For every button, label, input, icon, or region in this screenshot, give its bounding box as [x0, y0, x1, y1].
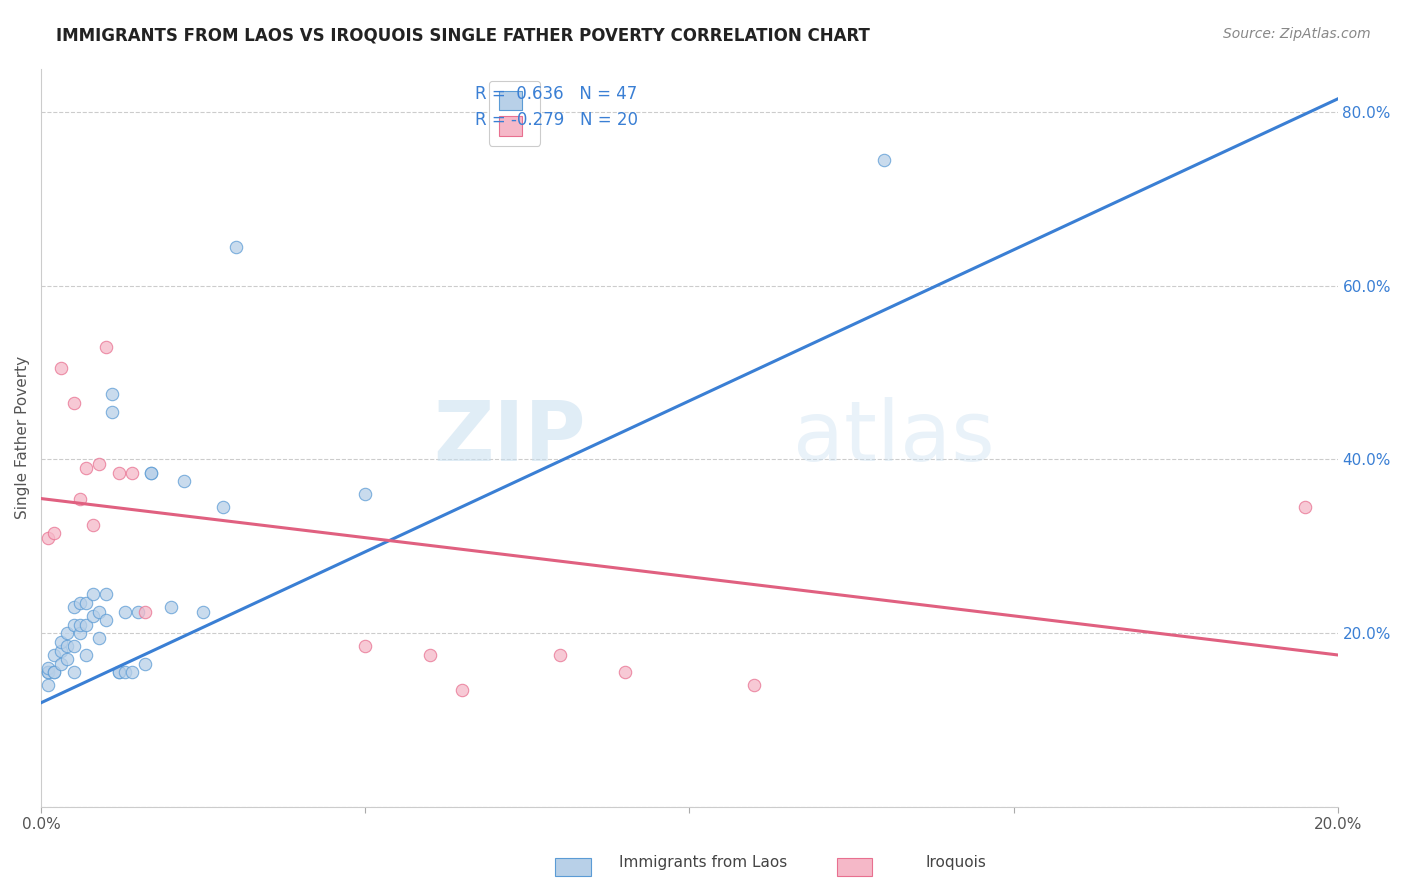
Point — [89, 605, 111, 619]
Point — [37, 665, 59, 680]
Point — [82, 517, 104, 532]
Point — [62, 396, 84, 410]
Point — [62, 665, 84, 680]
Point — [108, 665, 131, 680]
Point — [49, 643, 72, 657]
Point — [89, 457, 111, 471]
Point — [37, 531, 59, 545]
Point — [114, 665, 136, 680]
Point — [42, 526, 65, 541]
Point — [76, 648, 98, 662]
Point — [76, 617, 98, 632]
Point — [873, 153, 896, 167]
Point — [101, 405, 124, 419]
Point — [49, 657, 72, 671]
Point — [76, 596, 98, 610]
Point — [159, 600, 181, 615]
Point — [42, 648, 65, 662]
Point — [141, 466, 163, 480]
Point — [613, 665, 636, 680]
Point — [108, 665, 131, 680]
Point — [141, 466, 163, 480]
Point — [62, 617, 84, 632]
Point — [56, 640, 79, 654]
Point — [62, 640, 84, 654]
Point — [56, 626, 79, 640]
Text: R = -0.279   N = 20: R = -0.279 N = 20 — [475, 112, 638, 129]
Text: R =  0.636   N = 47: R = 0.636 N = 47 — [475, 86, 638, 103]
Text: Iroquois: Iroquois — [925, 855, 987, 870]
Point — [69, 626, 91, 640]
Point — [94, 587, 117, 601]
Point — [127, 605, 149, 619]
Point — [76, 461, 98, 475]
Point — [419, 648, 441, 662]
Point — [94, 339, 117, 353]
Point — [225, 239, 247, 253]
Point — [94, 613, 117, 627]
Point — [37, 665, 59, 680]
Point — [82, 608, 104, 623]
Point — [1294, 500, 1316, 515]
Point — [134, 657, 156, 671]
Point — [742, 678, 765, 692]
Point — [69, 596, 91, 610]
Point — [121, 466, 143, 480]
Point — [173, 474, 195, 488]
Point — [193, 605, 215, 619]
Point — [37, 661, 59, 675]
Point — [101, 387, 124, 401]
Point — [354, 640, 377, 654]
Point — [548, 648, 571, 662]
Y-axis label: Single Father Poverty: Single Father Poverty — [15, 356, 30, 519]
Point — [108, 466, 131, 480]
Point — [89, 631, 111, 645]
Point — [82, 587, 104, 601]
Point — [354, 487, 377, 501]
Text: IMMIGRANTS FROM LAOS VS IROQUOIS SINGLE FATHER POVERTY CORRELATION CHART: IMMIGRANTS FROM LAOS VS IROQUOIS SINGLE … — [56, 27, 870, 45]
Text: ZIP: ZIP — [433, 397, 586, 478]
Point — [134, 605, 156, 619]
Legend: , : , — [488, 80, 540, 145]
Point — [62, 600, 84, 615]
Point — [37, 678, 59, 692]
Point — [69, 491, 91, 506]
Point — [211, 500, 233, 515]
Text: atlas: atlas — [793, 397, 995, 478]
Text: Immigrants from Laos: Immigrants from Laos — [619, 855, 787, 870]
Point — [49, 635, 72, 649]
Point — [69, 617, 91, 632]
Point — [56, 652, 79, 666]
Point — [451, 682, 474, 697]
Point — [42, 665, 65, 680]
Point — [121, 665, 143, 680]
Point — [42, 665, 65, 680]
Text: Source: ZipAtlas.com: Source: ZipAtlas.com — [1223, 27, 1371, 41]
Point — [114, 605, 136, 619]
Point — [49, 361, 72, 376]
